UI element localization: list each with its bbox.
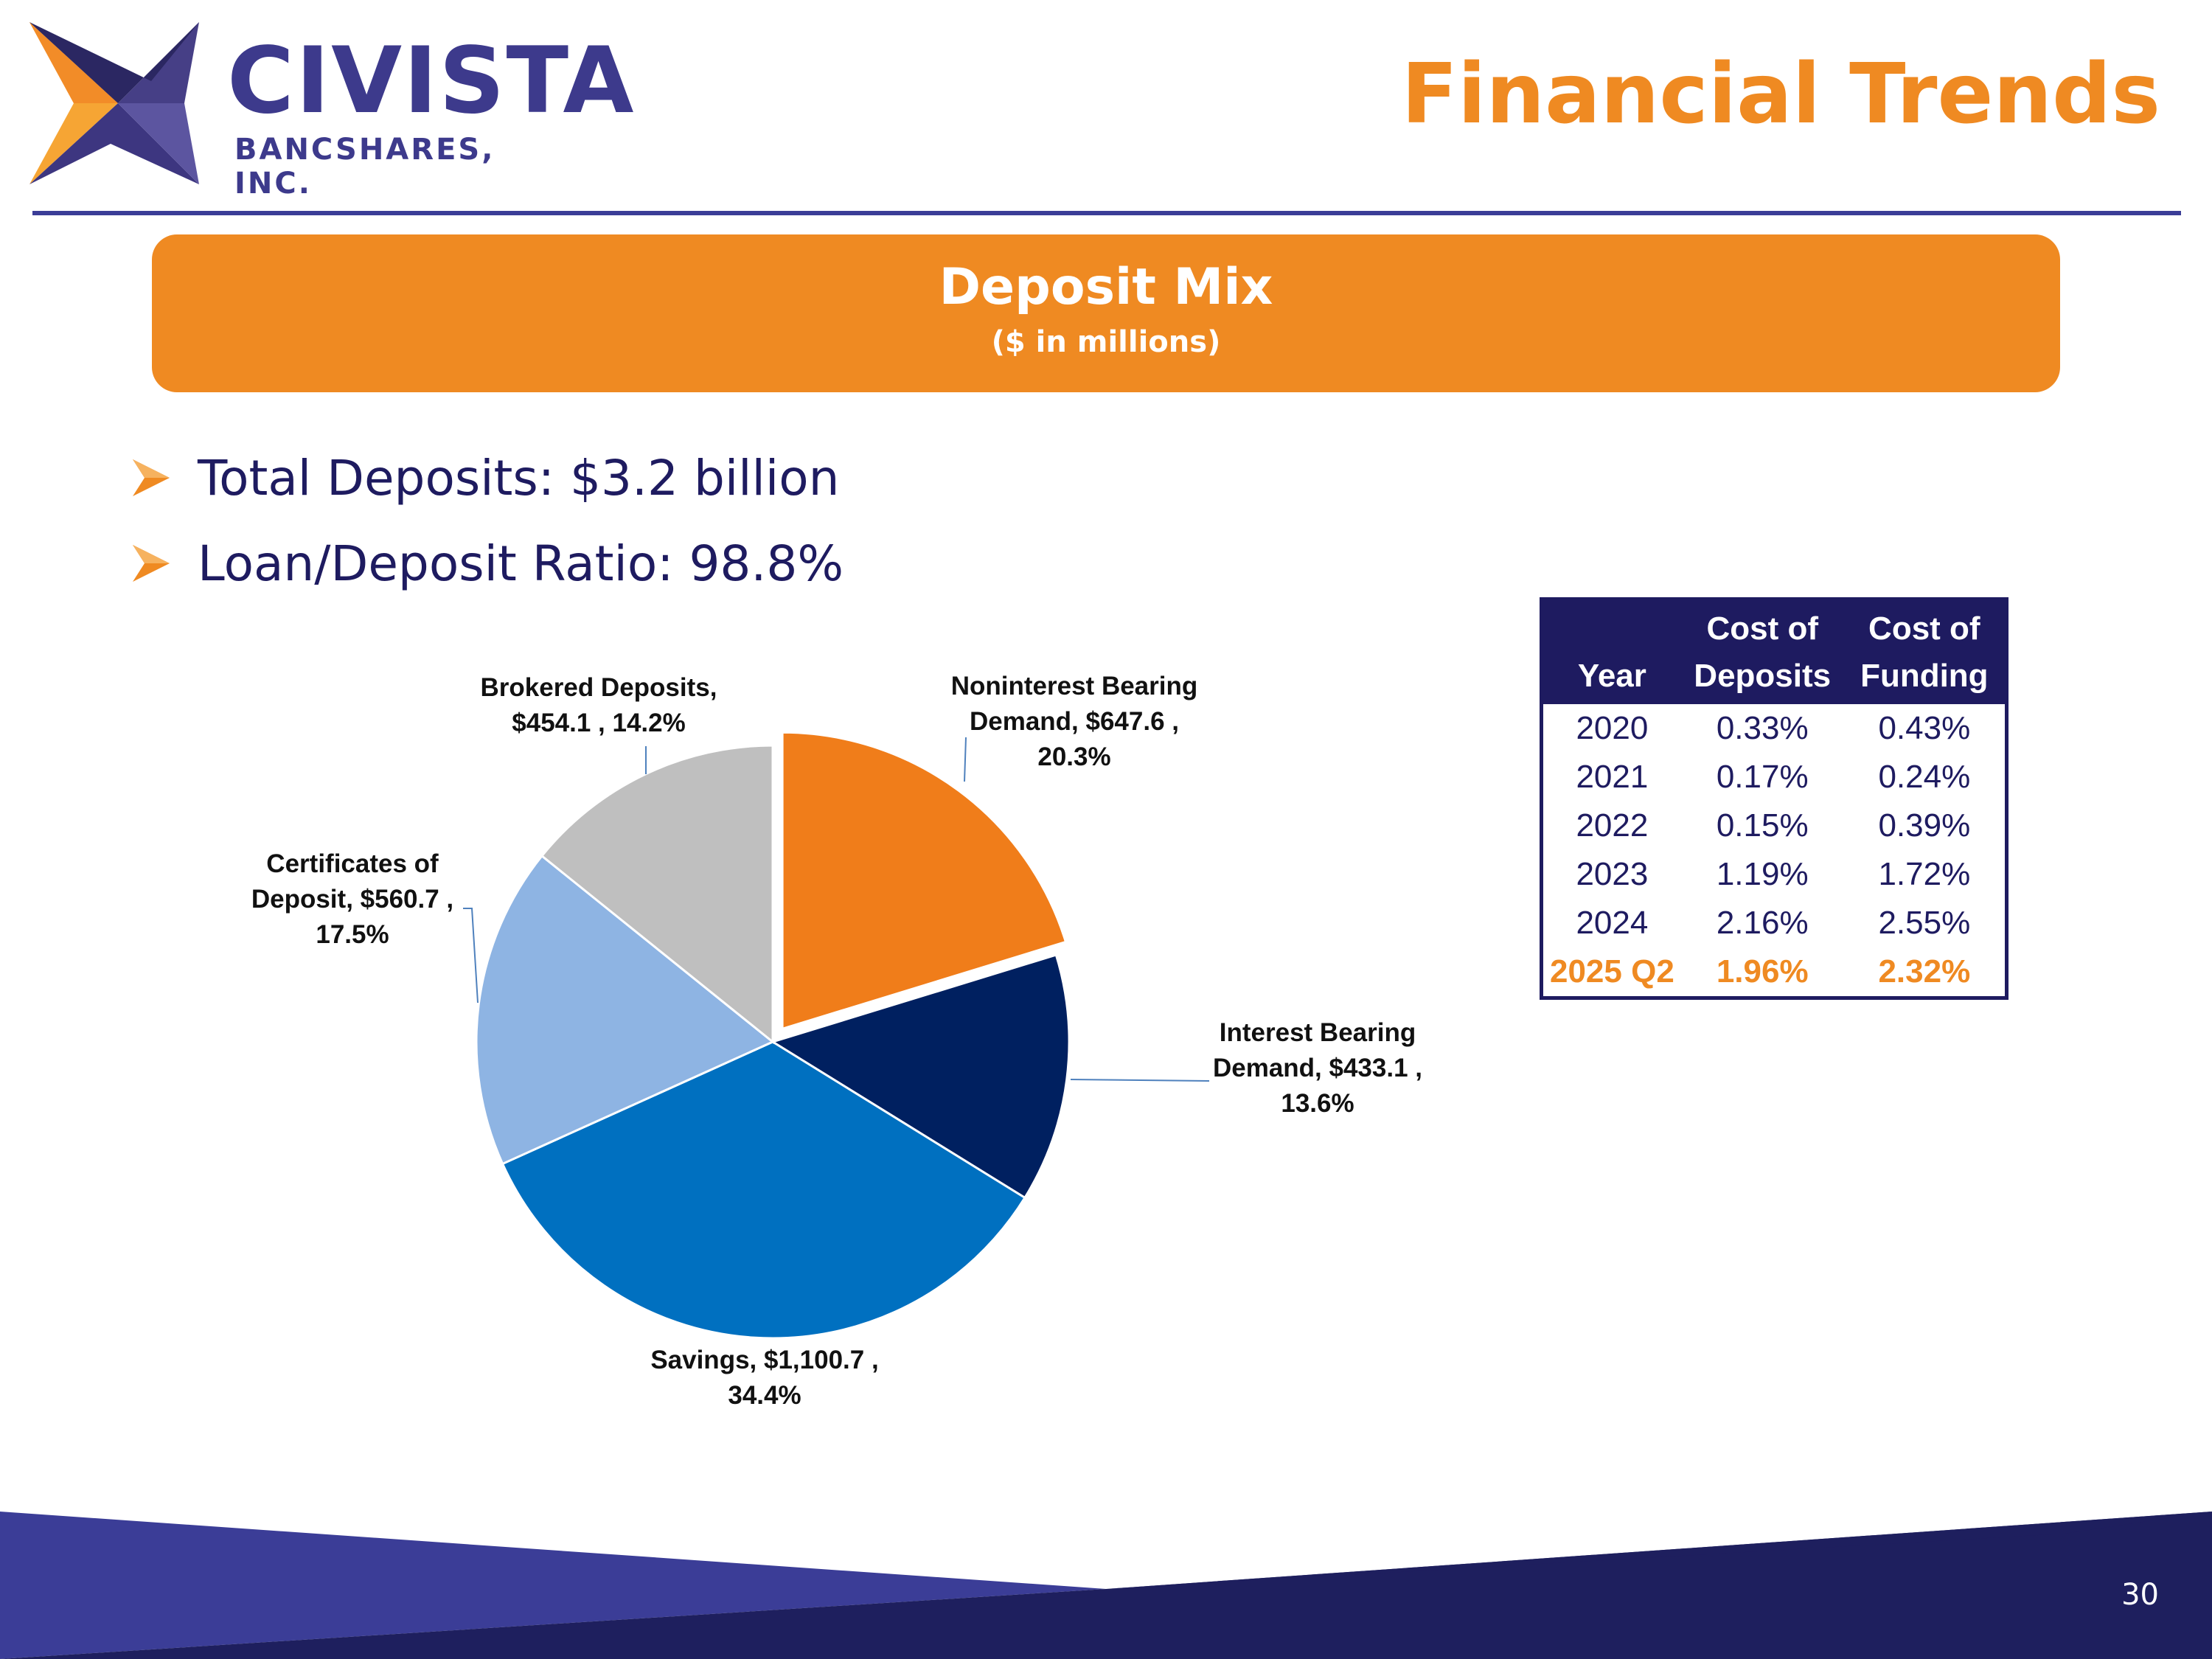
banner-subtitle: ($ in millions) xyxy=(991,325,1221,359)
data-label-line: Interest Bearing xyxy=(1220,1018,1416,1047)
logo-star-icon xyxy=(29,22,199,184)
bullet-total-deposits: Total Deposits: $3.2 billion xyxy=(198,449,840,507)
data-label: Savings, $1,100.7 , 34.4% xyxy=(650,1346,878,1410)
arrow-bullet-icon xyxy=(133,459,170,496)
header-cost-of-funding: Cost of Funding xyxy=(1843,599,2007,704)
arrow-bullet-icon xyxy=(133,545,170,582)
civista-logo: CIVISTA BANCSHARES, INC. xyxy=(29,22,633,201)
header-deposits-line1: Cost of xyxy=(1706,611,1818,647)
data-label-line: Demand, $647.6 , xyxy=(970,707,1179,736)
data-label-line: $454.1 , 14.2% xyxy=(512,709,685,737)
header-funding-line2: Funding xyxy=(1860,657,1989,694)
table-row: 2022 0.15% 0.39% xyxy=(1542,801,2007,850)
logo-subtitle: BANCSHARES, INC. xyxy=(234,133,495,201)
header-deposits-line2: Deposits xyxy=(1694,657,1832,694)
cell-cost-of-deposits: 1.96% xyxy=(1716,953,1809,990)
data-label-line: Deposit, $560.7 , xyxy=(251,885,453,914)
leader-line xyxy=(964,737,967,782)
table-row: 2023 1.19% 1.72% xyxy=(1542,850,2007,899)
pie-slice-savings xyxy=(501,1040,1027,1340)
cell-cost-of-deposits: 0.17% xyxy=(1716,758,1809,795)
footer-band xyxy=(0,1512,2212,1659)
data-label-line: 13.6% xyxy=(1281,1089,1354,1118)
data-label-line: 17.5% xyxy=(316,920,389,949)
cost-table-body: 2020 0.33% 0.43% 2021 0.17% 0.24% 2022 0.15% 0.3… xyxy=(1542,704,2007,998)
header-year: Year xyxy=(1541,599,1681,704)
table-row: 2025 Q2 1.96% 2.32% xyxy=(1542,947,2007,998)
data-label-line: Savings, $1,100.7 , xyxy=(650,1346,878,1374)
cell-cost-of-funding: 2.32% xyxy=(1878,953,1971,990)
cell-cost-of-deposits: 0.15% xyxy=(1716,807,1809,844)
table-row: 2024 2.16% 2.55% xyxy=(1542,899,2007,947)
cell-year: 2024 xyxy=(1576,904,1649,941)
data-label: Interest Bearing Demand, $433.1 , 13.6% xyxy=(1213,1018,1422,1118)
bullet-loan-deposit-ratio: Loan/Deposit Ratio: 98.8% xyxy=(198,535,844,592)
data-label-line: 34.4% xyxy=(728,1381,801,1410)
table-row: 2020 0.33% 0.43% xyxy=(1542,704,2007,753)
list-item: Total Deposits: $3.2 billion xyxy=(131,435,844,521)
cell-year: 2025 Q2 xyxy=(1549,953,1674,990)
cell-cost-of-funding: 2.55% xyxy=(1878,904,1971,941)
header-funding-line1: Cost of xyxy=(1868,611,1980,647)
cell-year: 2020 xyxy=(1576,709,1649,746)
data-label-line: Brokered Deposits, xyxy=(481,673,717,702)
key-stats-list: Total Deposits: $3.2 billion Loan/Deposi… xyxy=(131,435,844,606)
cell-cost-of-funding: 0.43% xyxy=(1878,709,1971,746)
data-label: Certificates of Deposit, $560.7 , 17.5% xyxy=(251,849,453,949)
data-label-line: 20.3% xyxy=(1037,742,1110,771)
data-label-line: Demand, $433.1 , xyxy=(1213,1054,1422,1082)
cell-cost-of-deposits: 1.19% xyxy=(1716,855,1809,892)
leader-line xyxy=(463,908,479,1004)
banner-title: Deposit Mix xyxy=(939,258,1273,316)
cell-year: 2022 xyxy=(1576,807,1649,844)
table-row: 2021 0.17% 0.24% xyxy=(1542,753,2007,801)
logo-wordmark: CIVISTA xyxy=(227,28,636,134)
cell-cost-of-funding: 0.24% xyxy=(1878,758,1971,795)
pie-slice-noninterest-bearing-demand xyxy=(781,731,1068,1031)
pie-slice-certificates-of-deposit xyxy=(475,854,775,1166)
cell-cost-of-funding: 0.39% xyxy=(1878,807,1971,844)
title-divider xyxy=(32,211,2181,215)
pie-slice-interest-bearing-demand xyxy=(770,953,1071,1200)
pie-slice-brokered-deposits xyxy=(540,744,774,1045)
table-header-row: Year Cost of Deposits Cost of Funding xyxy=(1541,599,2007,704)
cost-table: Year Cost of Deposits Cost of Funding 20… xyxy=(1540,597,2008,1000)
cell-year: 2023 xyxy=(1576,855,1649,892)
data-label-line: Noninterest Bearing xyxy=(951,672,1198,700)
leader-line xyxy=(1070,1079,1210,1082)
page-number: 30 xyxy=(2121,1578,2159,1612)
data-label: Brokered Deposits, $454.1 , 14.2% xyxy=(481,673,717,737)
data-label: Noninterest Bearing Demand, $647.6 , 20.3% xyxy=(951,672,1198,771)
page-title: Financial Trends xyxy=(1401,46,2160,142)
header-cost-of-deposits: Cost of Deposits xyxy=(1680,599,1844,704)
list-item: Loan/Deposit Ratio: 98.8% xyxy=(131,521,844,606)
cell-cost-of-deposits: 0.33% xyxy=(1716,709,1809,746)
cell-cost-of-deposits: 2.16% xyxy=(1716,904,1809,941)
data-label-line: Certificates of xyxy=(266,849,439,878)
header-year-line2: Year xyxy=(1577,657,1646,694)
cell-cost-of-funding: 1.72% xyxy=(1878,855,1971,892)
cell-year: 2021 xyxy=(1576,758,1649,795)
section-banner: Deposit Mix ($ in millions) xyxy=(152,234,2060,392)
